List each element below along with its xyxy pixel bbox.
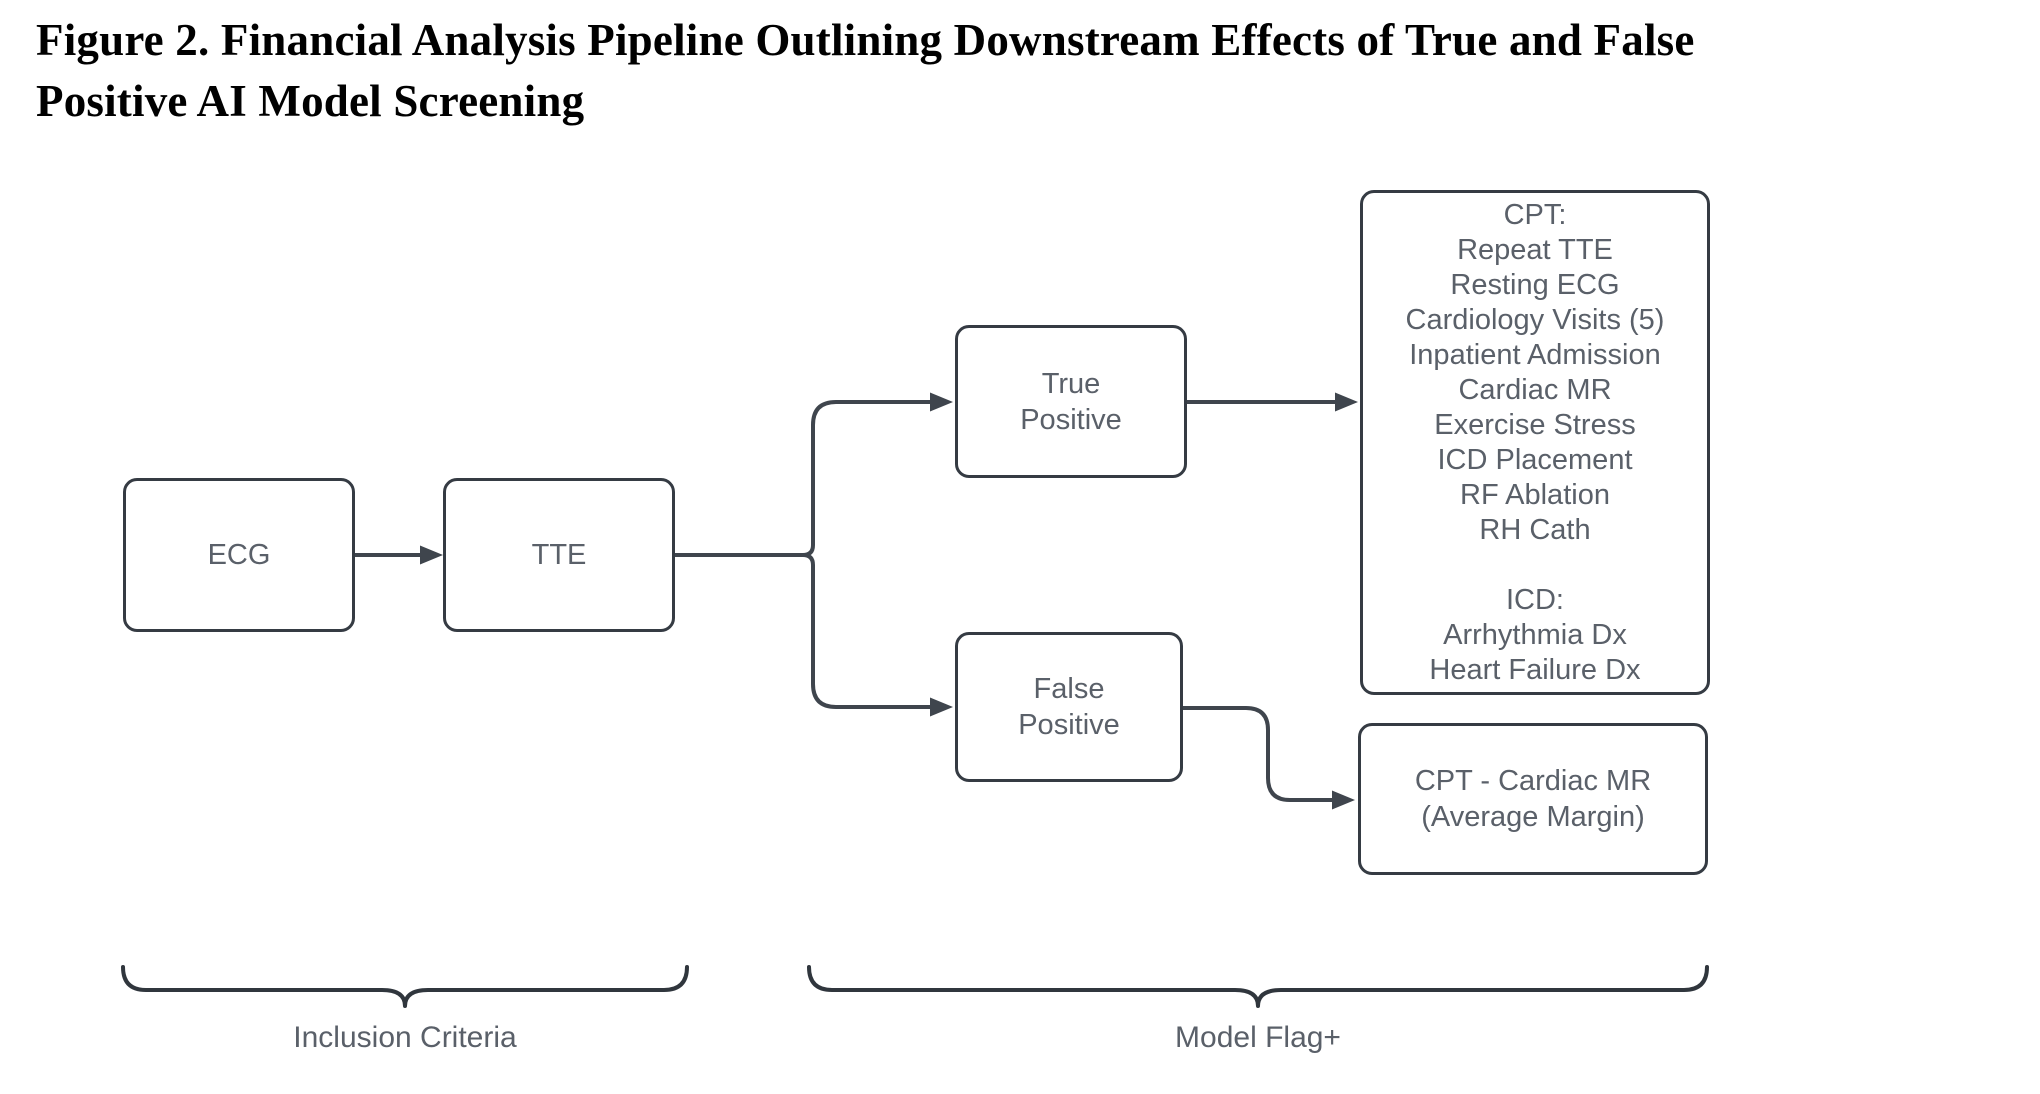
node-true-positive-outcomes: CPT: Repeat TTE Resting ECG Cardiology V… xyxy=(1360,190,1710,695)
model-flag-brace xyxy=(807,965,1709,1008)
connector-tte-to-true-positive xyxy=(673,400,933,557)
node-false-positive-outcome: CPT - Cardiac MR (Average Margin) xyxy=(1358,723,1708,875)
arrowhead-ecg-to-tte-icon xyxy=(420,545,443,565)
node-ecg: ECG xyxy=(123,478,355,632)
connector-false-positive-to-outcome xyxy=(1181,706,1335,802)
node-true-positive-label: True Positive xyxy=(1020,367,1122,436)
node-true-positive: True Positive xyxy=(955,325,1187,478)
node-ecg-label: ECG xyxy=(207,539,271,571)
node-true-positive-outcomes-label: CPT: Repeat TTE Resting ECG Cardiology V… xyxy=(1405,198,1665,686)
arrowhead-true-positive-icon xyxy=(930,392,953,412)
node-false-positive: False Positive xyxy=(955,632,1183,782)
node-false-positive-label: False Positive xyxy=(1018,673,1120,741)
arrowhead-false-positive-icon xyxy=(930,697,953,717)
node-tte: TTE xyxy=(443,478,675,632)
connector-tte-to-false-positive xyxy=(673,553,933,709)
model-flag-label: Model Flag+ xyxy=(1175,1021,1341,1054)
node-false-positive-outcome-label: CPT - Cardiac MR (Average Margin) xyxy=(1414,765,1652,833)
figure-title: Figure 2. Financial Analysis Pipeline Ou… xyxy=(36,15,1695,126)
arrowhead-fp-outcome-icon xyxy=(1332,790,1355,810)
inclusion-criteria-label: Inclusion Criteria xyxy=(293,1021,517,1054)
inclusion-criteria-brace xyxy=(121,965,689,1008)
arrowhead-tp-outcomes-icon xyxy=(1335,392,1358,412)
node-tte-label: TTE xyxy=(531,539,587,571)
